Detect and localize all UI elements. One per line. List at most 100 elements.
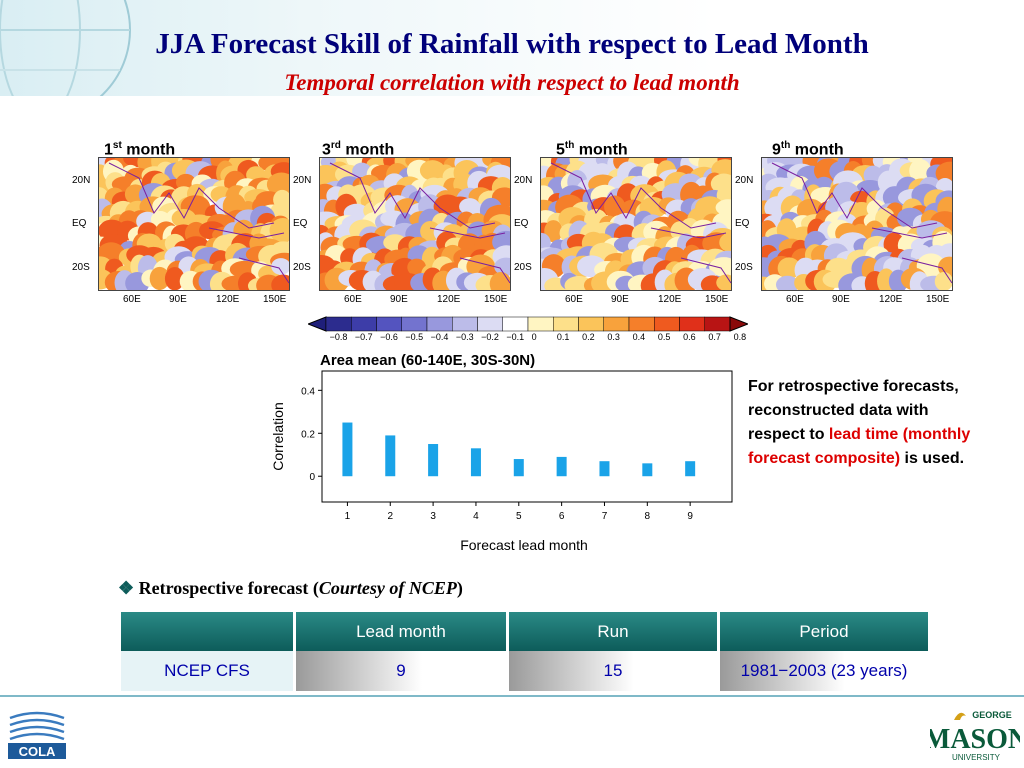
bullet-close: ) [456,578,463,598]
colorbar-segment [578,316,604,332]
page-subtitle: Temporal correlation with respect to lea… [284,70,740,95]
gmu-logo-main: MASON [930,724,1020,755]
colorbar-tick-label: 0.3 [607,332,620,342]
x-tick-label: 4 [473,511,479,522]
colorbar-segment [325,316,352,332]
colorbar-tick-label: −0.2 [481,332,499,342]
map-lon-label: 120E [216,294,240,305]
bar-lead-6 [556,456,567,477]
bar-lead-4 [470,448,481,477]
x-tick-label: 2 [387,511,393,522]
colorbar-tick-label: 0.6 [683,332,696,342]
skill-map-2 [319,157,511,291]
y-tick-label: 0.4 [301,386,315,397]
table-cell: 15 [509,651,717,691]
bar-lead-8 [642,463,653,477]
bar-lead-5 [513,459,524,477]
map-lon-label: 60E [344,294,362,305]
map-label-2: 3rd month [322,140,395,159]
map-lon-label: 150E [484,294,508,305]
colorbar-segment [679,316,705,332]
x-tick-label: 6 [559,511,565,522]
map-lon-label: 90E [611,294,629,305]
table-header-cell: Run [509,612,717,651]
note-text-start: For retrospective forecasts, reconstruct… [748,378,959,443]
forecast-table: Lead month Run Period NCEP CFS 9 15 1981… [118,612,931,691]
map-lon-label: 60E [786,294,804,305]
map-lon-label: 150E [705,294,729,305]
correlation-bar-chart: 0 0.2 0.4 1 2 3 4 5 6 7 8 9 Correlation Forecast lead… [270,370,733,553]
method-note: For retrospective forecasts, reconstruct… [748,375,988,471]
map-lat-label: EQ [293,218,308,229]
table-header-cell: Period [720,612,928,651]
colorbar-arrow-right [729,316,748,332]
gmu-logo: GEORGE MASON UNIVERSITY [930,710,1020,762]
x-axis-label: Forecast lead month [460,537,588,553]
note-text-end: is used. [900,450,965,467]
retrospective-bullet: ❖ Retrospective forecast (Courtesy of NC… [118,578,463,599]
map-lon-label: 60E [123,294,141,305]
note-highlight: lead time (monthly forecast composite) [748,426,971,467]
bar-lead-1 [342,422,353,477]
bar-lead-3 [428,444,439,477]
map-lat-label: 20N [72,175,91,186]
map-lat-label: EQ [735,218,750,229]
map-label-4: 9th month [772,140,844,159]
skill-map-3 [540,157,732,291]
colorbar-segment [401,316,428,332]
bullet-text: Retrospective forecast ( [138,578,319,598]
map-lon-label: 150E [926,294,950,305]
colorbar-arrow-left [308,316,327,332]
x-tick-label: 3 [430,511,436,522]
map-lon-label: 150E [263,294,287,305]
y-tick-label: 0.2 [301,429,315,440]
colorbar-segment [452,316,478,332]
table-cell: 1981−2003 (23 years) [720,651,928,691]
table-header-row: Lead month Run Period [121,612,928,651]
colorbar-tick-label: 0.8 [733,332,747,342]
table-row: NCEP CFS 9 15 1981−2003 (23 years) [121,651,928,691]
colorbar-segment [553,316,579,332]
map-lat-label: 20S [293,262,311,273]
bullet-courtesy: Courtesy of NCEP [318,578,457,598]
gmu-logo-bottom: UNIVERSITY [952,753,1001,762]
table-header-cell [121,612,293,651]
cola-logo-text: COLA [19,744,56,759]
cola-logo: COLA [8,711,66,759]
map-label-3: 5th month [556,140,628,159]
map-lat-label: 20N [735,175,754,186]
colorbar-segment [704,316,731,332]
colorbar-tick-label: −0.8 [329,332,348,342]
map-lon-label: 90E [390,294,408,305]
map-label-1: 1st month [104,140,176,159]
x-tick-label: 9 [687,511,693,522]
map-lat-label: 20N [293,175,312,186]
footer-divider [0,695,1024,697]
colorbar-tick-label: 0.1 [556,332,570,342]
page-title: JJA Forecast Skill of Rainfall with resp… [155,28,869,60]
colorbar-tick-label: 0.2 [582,332,595,342]
globe-decoration-icon [0,0,131,96]
colorbar-segment [527,316,554,332]
colorbar [308,316,748,332]
table-header-cell: Lead month [296,612,506,651]
map-lat-label: EQ [514,218,529,229]
colorbar-segment [477,316,503,332]
map-lat-label: 20S [514,262,532,273]
colorbar-segment [628,316,655,332]
table-cell: NCEP CFS [121,651,293,691]
header-band [0,0,1024,96]
chart-title: Area mean (60-140E, 30S-30N) [320,352,536,369]
map-lon-label: 60E [565,294,583,305]
chart-plot-area [321,370,733,503]
x-tick-label: 7 [602,511,608,522]
bar-lead-9 [685,461,696,477]
colorbar-segment [603,316,630,332]
map-lat-label: 20S [735,262,753,273]
colorbar-segment [502,316,529,332]
x-tick-label: 8 [645,511,651,522]
map-lon-label: 120E [879,294,903,305]
x-tick-label: 5 [516,511,522,522]
map-lat-label: 20S [72,262,90,273]
y-tick-label: 0 [309,472,315,483]
